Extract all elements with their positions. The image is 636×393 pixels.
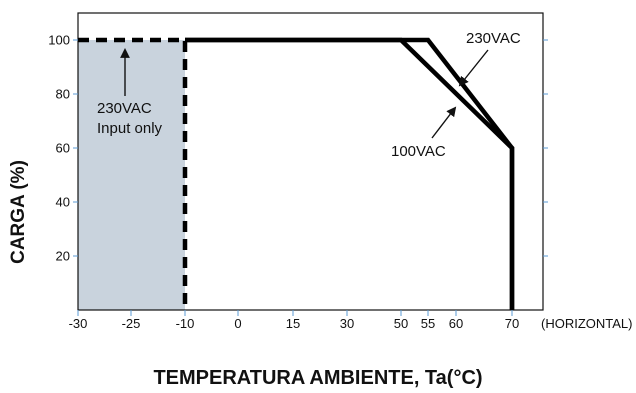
- x-tick-label: -30: [69, 316, 88, 331]
- series-line: [185, 37, 515, 310]
- plot-frame: [77, 12, 544, 311]
- y-tick-label: 100: [48, 33, 70, 48]
- x-tick-label: -25: [122, 316, 141, 331]
- x-tick-label: 50: [394, 316, 408, 331]
- x-tick-label: 60: [449, 316, 463, 331]
- y-tick-label: 60: [56, 141, 70, 156]
- annotation-arrow: [431, 106, 457, 139]
- x-tick-label: 0: [234, 316, 241, 331]
- x-axis-title: TEMPERATURA AMBIENTE, Ta(°C): [153, 367, 482, 389]
- y-tick-label: 40: [56, 195, 70, 210]
- x-tick-label: 70: [505, 316, 519, 331]
- annotation-arrow: [458, 49, 489, 87]
- y-tick-label: 20: [56, 249, 70, 264]
- x-tick-label: 30: [340, 316, 354, 331]
- x-tick-label: 55: [421, 316, 435, 331]
- y-tick-label: 80: [56, 87, 70, 102]
- annotation-text: 230VAC: [466, 30, 521, 47]
- x-tick-label: 15: [286, 316, 300, 331]
- x-axis-unit-note: (HORIZONTAL): [541, 316, 632, 331]
- annotation-text: 230VAC: [97, 100, 152, 117]
- y-axis-title: CARGA (%): [8, 160, 29, 264]
- annotation-text: 100VAC: [391, 143, 446, 160]
- x-tick-label: -10: [176, 316, 195, 331]
- shaded-region: [78, 40, 185, 310]
- annotation-text: Input only: [97, 120, 163, 137]
